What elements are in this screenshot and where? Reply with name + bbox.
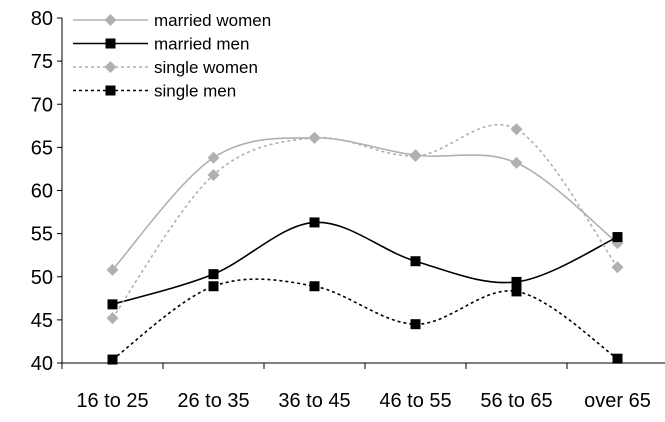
data-point bbox=[409, 150, 422, 162]
data-point bbox=[309, 217, 320, 228]
series-line-single-women bbox=[111, 123, 619, 319]
legend-marker bbox=[104, 14, 117, 26]
y-tick-label: 80 bbox=[31, 8, 53, 30]
data-point bbox=[106, 263, 119, 276]
legend-label: single men bbox=[154, 82, 236, 101]
data-point bbox=[208, 269, 219, 280]
y-tick-label: 55 bbox=[31, 224, 53, 246]
y-tick-label: 65 bbox=[31, 137, 53, 159]
data-point bbox=[612, 353, 623, 364]
legend-item-single-women: single women bbox=[73, 58, 258, 77]
series-single-men bbox=[107, 278, 623, 365]
data-point bbox=[107, 299, 118, 310]
series-line-married-men bbox=[112, 221, 618, 306]
data-point bbox=[510, 156, 523, 169]
y-tick-label: 70 bbox=[31, 94, 53, 116]
legend-item-single-men: single men bbox=[73, 82, 236, 101]
series-single-women bbox=[106, 123, 624, 325]
y-tick-label: 40 bbox=[31, 353, 53, 375]
y-tick-label: 50 bbox=[31, 267, 53, 289]
legend-item-married-men: married men bbox=[73, 35, 249, 54]
data-point bbox=[410, 319, 421, 330]
legend: married women married men single women sing… bbox=[73, 11, 271, 101]
data-point bbox=[207, 151, 220, 164]
legend-item-married-women: married women bbox=[73, 11, 271, 30]
legend-label: single women bbox=[154, 58, 258, 77]
data-point bbox=[309, 281, 320, 292]
data-point bbox=[106, 312, 119, 325]
x-tick-label: 16 to 25 bbox=[76, 390, 148, 412]
data-point bbox=[511, 276, 522, 287]
data-point bbox=[308, 131, 321, 144]
series-line-single-men bbox=[112, 278, 618, 361]
series-line-married-women bbox=[111, 137, 618, 271]
legend-marker bbox=[105, 38, 116, 49]
y-tick-label: 45 bbox=[31, 310, 53, 332]
series-layer bbox=[106, 123, 624, 365]
x-tick-label: 26 to 35 bbox=[177, 390, 249, 412]
series-married-women bbox=[106, 131, 624, 276]
data-point bbox=[511, 286, 522, 297]
legend-label: married women bbox=[154, 11, 271, 30]
axes: 40 45 50 55 60 65 70 75 80 16 to 25 26 to 35 36 to … bbox=[31, 8, 665, 412]
legend-marker bbox=[104, 61, 117, 73]
data-point bbox=[107, 354, 118, 365]
data-point bbox=[510, 123, 523, 136]
x-tick-label: 56 to 65 bbox=[480, 390, 552, 412]
y-tick-label: 75 bbox=[31, 51, 53, 73]
x-tick-label: over 65 bbox=[584, 390, 651, 412]
data-point bbox=[207, 168, 220, 181]
legend-label: married men bbox=[154, 35, 249, 54]
data-point bbox=[611, 261, 624, 274]
data-point bbox=[612, 232, 623, 243]
x-tick-label: 46 to 55 bbox=[379, 390, 451, 412]
series-married-men bbox=[107, 217, 623, 310]
legend-marker bbox=[105, 85, 116, 96]
data-point bbox=[410, 256, 421, 267]
x-tick-label: 36 to 45 bbox=[278, 390, 350, 412]
y-tick-label: 60 bbox=[31, 181, 53, 203]
data-point bbox=[208, 281, 219, 292]
